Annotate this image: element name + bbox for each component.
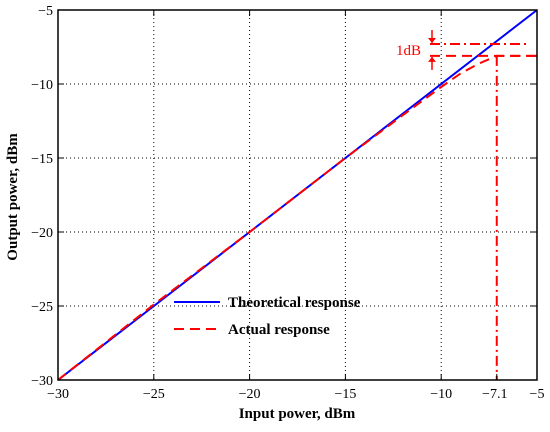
x-tick-label: −10	[430, 387, 452, 402]
y-tick-label: −20	[31, 226, 53, 241]
y-axis-label: Output power, dBm	[5, 133, 21, 261]
axes-layer	[57, 9, 538, 381]
x-axis-label: Input power, dBm	[239, 406, 356, 422]
x-tick-label: −5	[530, 387, 545, 402]
plot-frame	[57, 9, 538, 381]
annotation-layer: 1dB	[396, 30, 537, 380]
grid	[58, 10, 537, 380]
annotation-arrowhead-bottom	[428, 56, 436, 62]
legend-label-theoretical: Theoretical response	[228, 295, 361, 311]
x-tick-label: −20	[239, 387, 261, 402]
ticks-layer: −30 −25 −20 −15 −10 −5 −7.1 −30 −25 −20 −15 −10 −5	[31, 4, 544, 402]
y-tick-label: −10	[31, 78, 53, 93]
y-tick-label: −25	[31, 300, 53, 315]
legend-label-actual: Actual response	[228, 322, 330, 338]
x-tick-label-extra: −7.1	[482, 387, 507, 402]
y-tick-label: −5	[38, 4, 53, 19]
x-tick-label: −25	[143, 387, 165, 402]
series-line-actual	[57, 54, 537, 381]
y-tick-label: −15	[31, 152, 53, 167]
legend: Theoretical response Actual response	[174, 295, 361, 338]
y-tick-label: −30	[31, 374, 53, 389]
x-tick-label: −30	[47, 387, 69, 402]
annotation-1db-label: 1dB	[396, 43, 421, 59]
annotation-arrowhead-top	[428, 38, 436, 44]
x-tick-label: −15	[334, 387, 356, 402]
series-layer	[57, 9, 538, 381]
